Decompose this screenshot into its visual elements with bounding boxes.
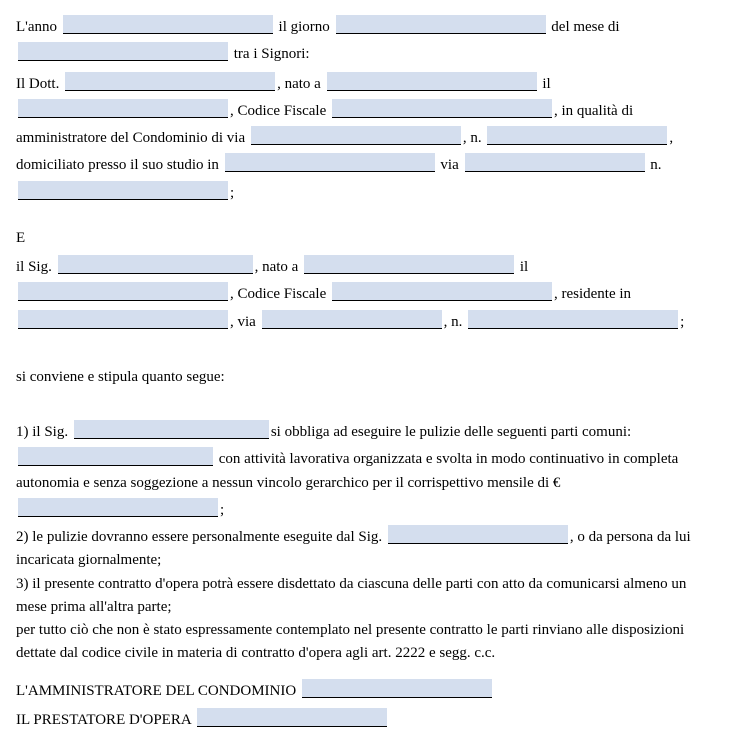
label-si-conviene: si conviene e stipula quanto segue: — [16, 366, 716, 389]
label-n1: , n. — [463, 130, 482, 146]
spacer2 — [16, 336, 716, 364]
field-sig-luogo[interactable] — [304, 255, 514, 274]
field-dott-data[interactable] — [18, 99, 228, 118]
clausole: 1) il Sig. si obbliga ad eseguire le pul… — [16, 417, 716, 666]
field-sig-residente[interactable] — [18, 310, 228, 329]
clausola1b: si obbliga ad eseguire le pulizie delle … — [271, 424, 631, 440]
dott-paragraph: Il Dott. , nato a il , Codice Fiscale , … — [16, 69, 716, 205]
label-cf1: , Codice Fiscale — [230, 103, 326, 119]
label-virgola-via: , via — [230, 314, 256, 330]
label-residente: , residente in — [554, 286, 631, 302]
firma2-row: IL PRESTATORE D'OPERA — [16, 705, 716, 732]
label-giorno: il giorno — [279, 19, 330, 35]
clausola3: 3) il presente contratto d'opera potrà e… — [16, 576, 690, 615]
field-sig-n[interactable] — [468, 310, 678, 329]
label-nato-a: , nato a — [277, 76, 321, 92]
firma1-label: L'AMMINISTRATORE DEL CONDOMINIO — [16, 683, 296, 699]
clausola2a: 2) le pulizie dovranno essere personalme… — [16, 529, 382, 545]
field-giorno[interactable] — [336, 15, 546, 34]
label-n3: , n. — [444, 314, 463, 330]
field-mese[interactable] — [18, 42, 228, 61]
field-condominio-via[interactable] — [251, 126, 461, 145]
firma1-row: L'AMMINISTRATORE DEL CONDOMINIO — [16, 676, 716, 703]
field-anno[interactable] — [63, 15, 273, 34]
label-il1: il — [542, 76, 550, 92]
label-del-mese: del mese di — [551, 19, 619, 35]
field-studio-via[interactable] — [465, 153, 645, 172]
field-firma1[interactable] — [302, 679, 492, 698]
firma2-label: IL PRESTATORE D'OPERA — [16, 712, 191, 728]
label-punto1: ; — [230, 185, 234, 201]
field-c1-euro[interactable] — [18, 498, 218, 517]
clausola1a: 1) il Sig. — [16, 424, 68, 440]
label-punto2: ; — [680, 314, 684, 330]
field-dott-luogo[interactable] — [327, 72, 537, 91]
field-c1-parti[interactable] — [18, 447, 213, 466]
label-E: E — [16, 227, 716, 250]
spacer3 — [16, 391, 716, 415]
spacer — [16, 207, 716, 225]
field-condominio-n[interactable] — [487, 126, 667, 145]
field-studio-n[interactable] — [18, 181, 228, 200]
field-sig-nome[interactable] — [58, 255, 253, 274]
field-dott-cf[interactable] — [332, 99, 552, 118]
label-tra-signori: tra i Signori: — [234, 46, 310, 62]
spacer4 — [16, 668, 716, 674]
label-il-dott: Il Dott. — [16, 76, 59, 92]
field-dott-nome[interactable] — [65, 72, 275, 91]
date-paragraph: L'anno il giorno del mese di tra i Signo… — [16, 12, 716, 67]
punto-c1: ; — [220, 502, 224, 518]
field-sig-cf[interactable] — [332, 282, 552, 301]
field-sig-data[interactable] — [18, 282, 228, 301]
label-n2: n. — [650, 157, 661, 173]
sig-paragraph: il Sig. , nato a il , Codice Fiscale , r… — [16, 252, 716, 334]
field-firma2[interactable] — [197, 708, 387, 727]
label-cf2: , Codice Fiscale — [230, 286, 326, 302]
label-il-sig: il Sig. — [16, 259, 52, 275]
field-studio-in[interactable] — [225, 153, 435, 172]
label-nato-a2: , nato a — [255, 259, 299, 275]
label-anno: L'anno — [16, 19, 57, 35]
field-c1-sig[interactable] — [74, 420, 269, 439]
field-c2-sig[interactable] — [388, 525, 568, 544]
label-il2: il — [520, 259, 528, 275]
field-sig-via[interactable] — [262, 310, 442, 329]
label-via1: via — [440, 157, 458, 173]
clausola4: per tutto ciò che non è stato espressame… — [16, 622, 688, 661]
